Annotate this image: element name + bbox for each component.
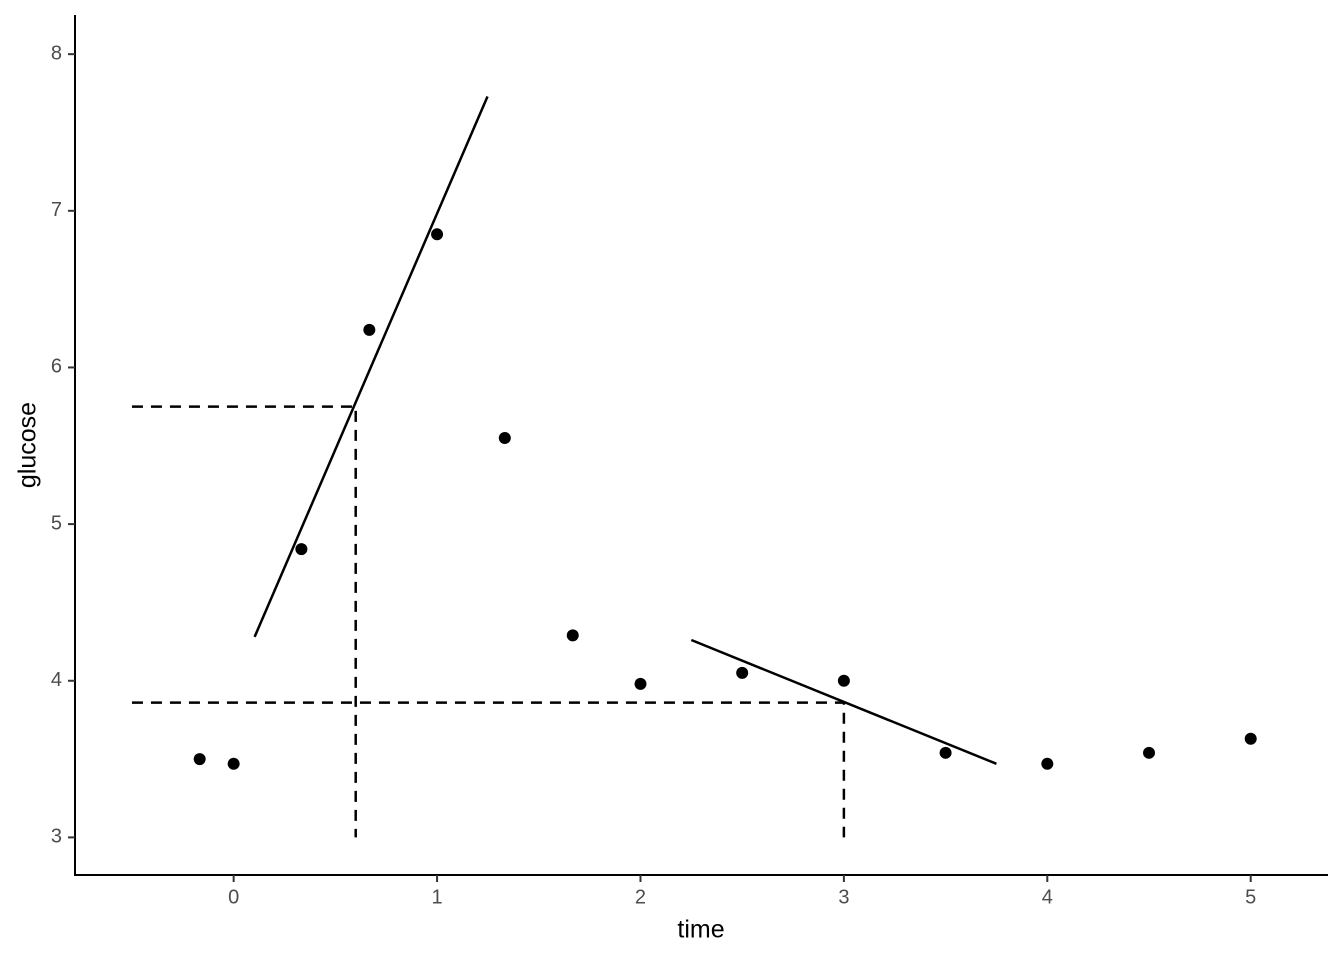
point [634,677,647,690]
point [363,323,376,336]
x-tick-label: 0 [228,886,239,908]
y-tick-label: 3 [51,826,62,848]
point [193,753,206,766]
y-tick-label: 6 [51,356,62,378]
x-tick-label: 1 [432,886,443,908]
x-axis-title: time [677,916,724,944]
x-tick-label: 2 [635,886,646,908]
x-tick-label: 5 [1245,886,1256,908]
guide-line [131,701,846,838]
point [939,746,952,759]
point [837,674,850,687]
fit-line [690,638,997,765]
y-tick-label: 5 [51,512,62,534]
y-tick-label: 4 [51,669,62,691]
point [295,543,308,556]
point [736,666,749,679]
y-axis-title: glucose [14,402,42,488]
x-tick-label: 3 [838,886,849,908]
point [1143,746,1155,759]
fit-line [253,95,489,638]
point [227,757,240,770]
point [431,228,444,241]
y-tick-label: 8 [51,42,62,64]
point [1041,757,1054,770]
guide-line [131,405,357,838]
point [1244,732,1257,745]
x-tick-label: 4 [1042,886,1053,908]
point [566,629,579,642]
y-tick-label: 7 [51,199,62,221]
point [498,431,511,444]
